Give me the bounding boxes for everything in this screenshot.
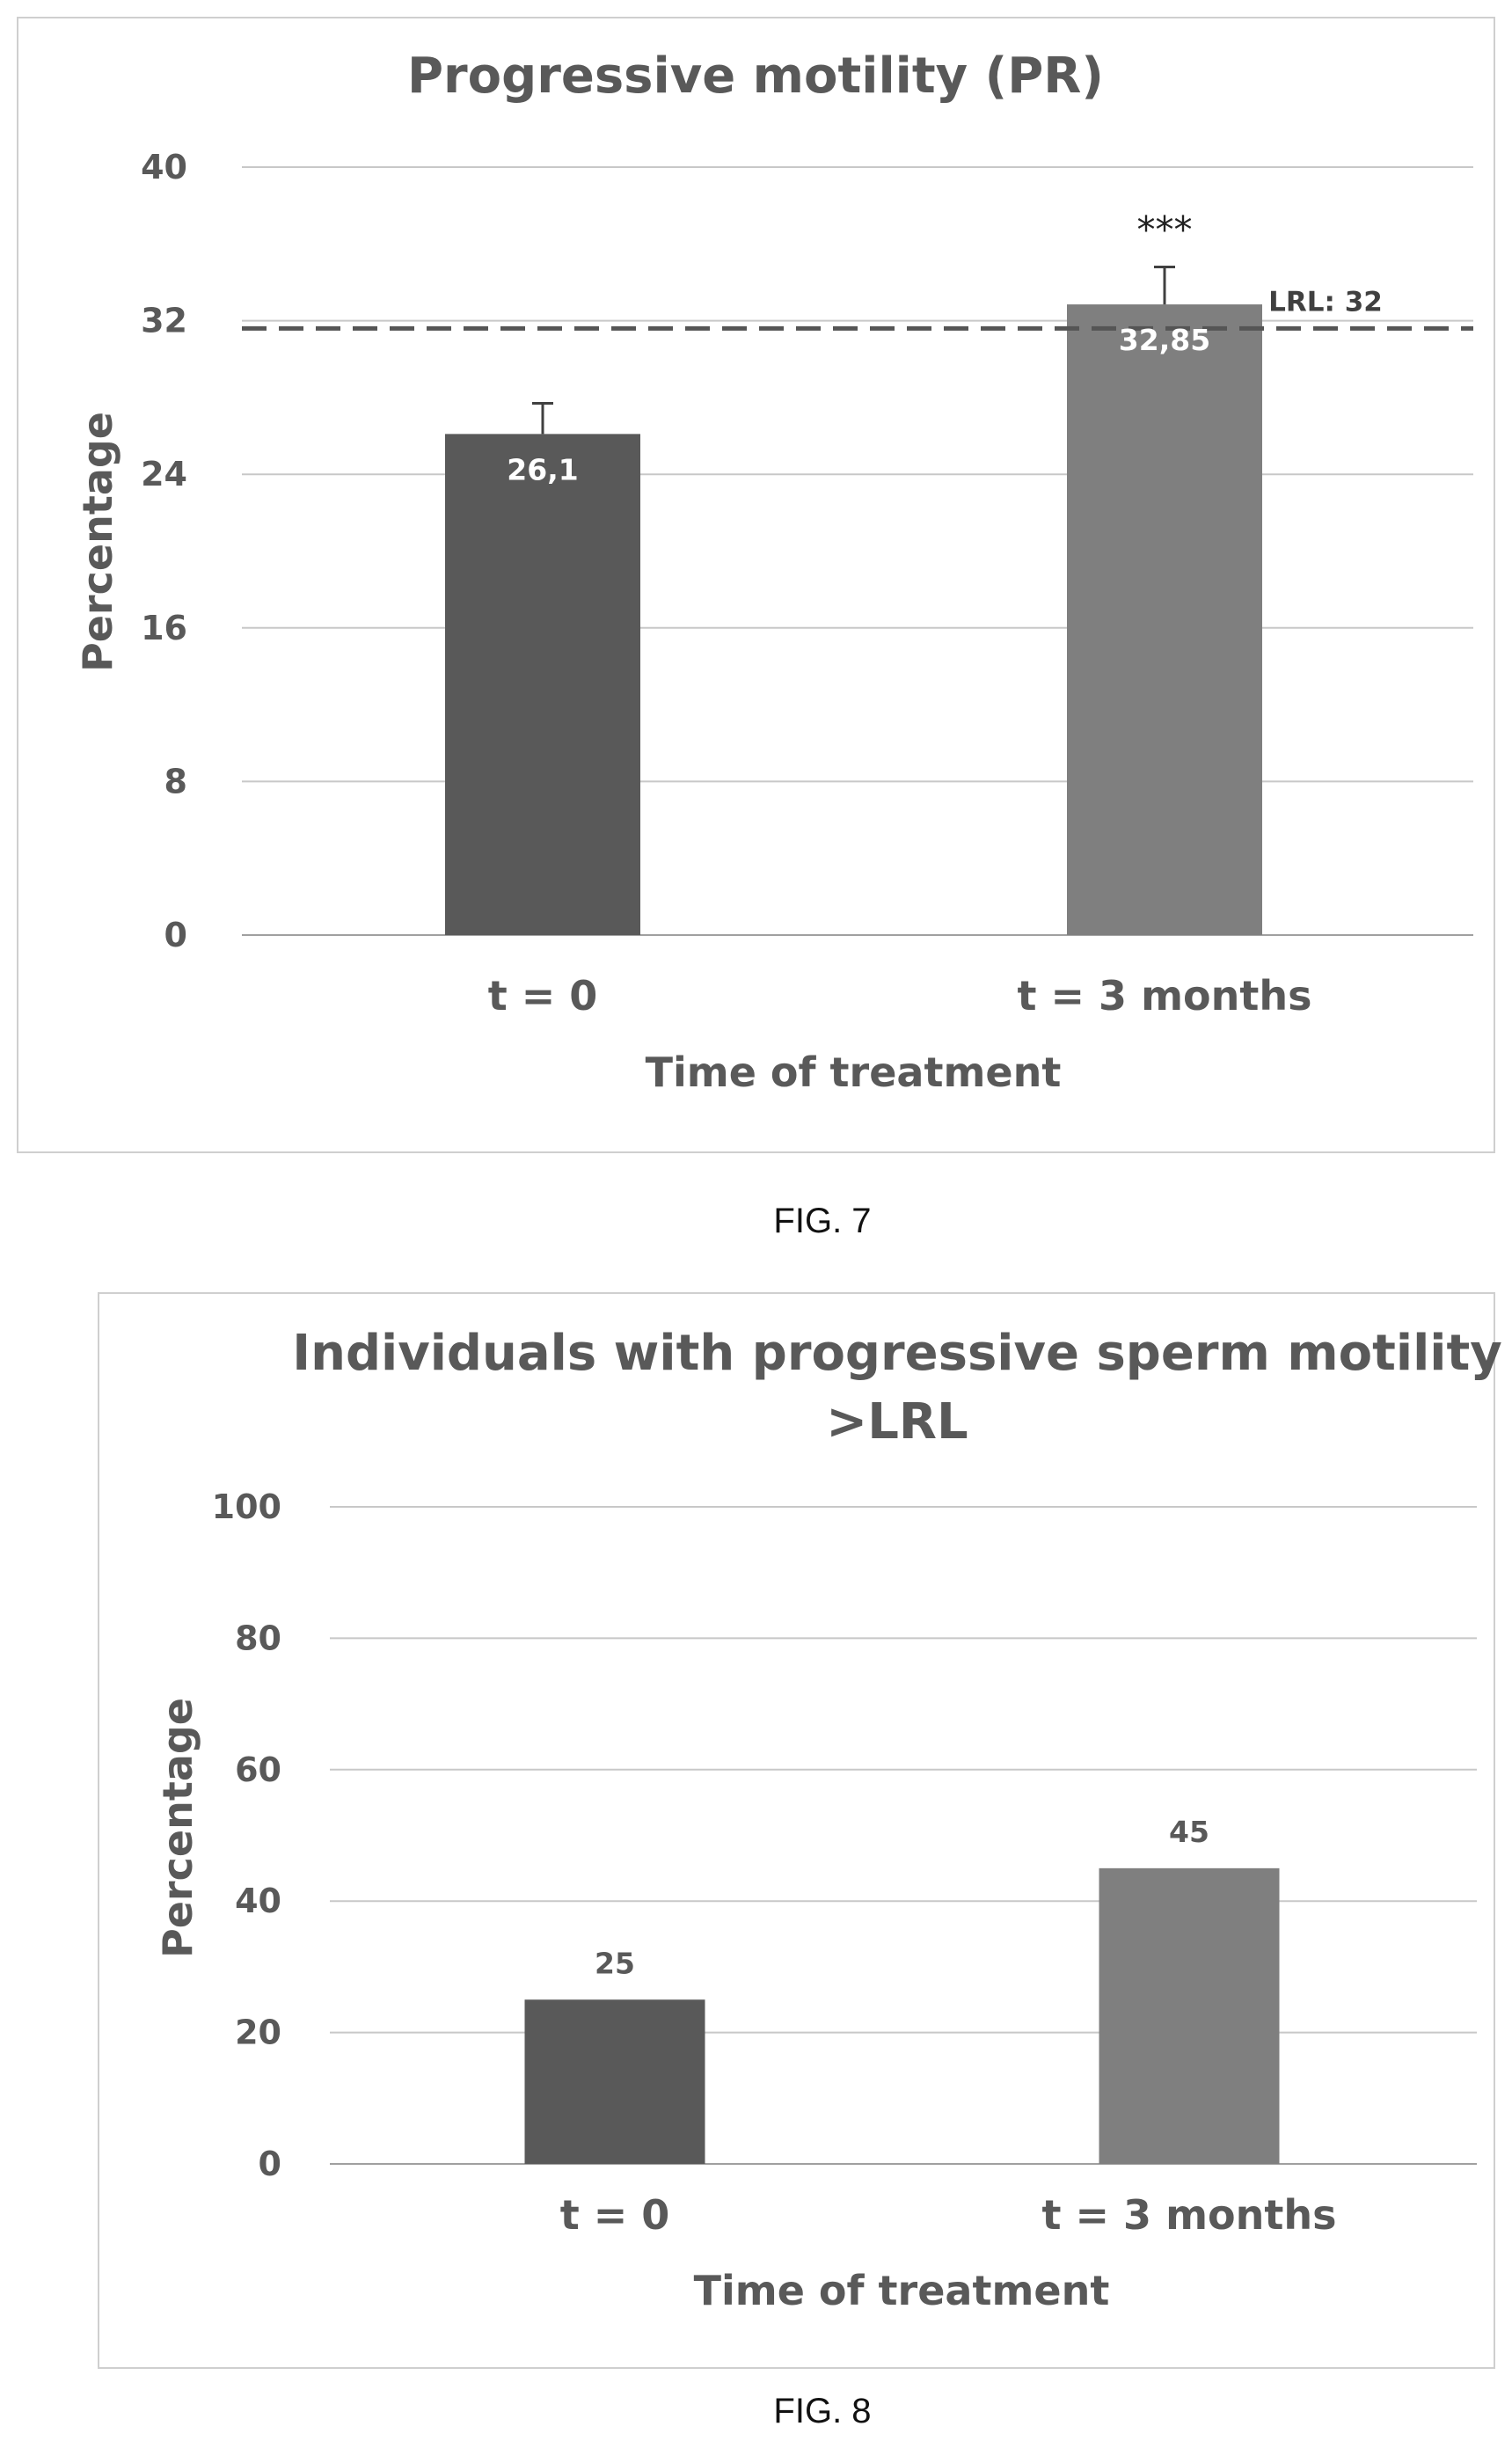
gridlines (242, 166, 1473, 936)
data-label: 26,1 (507, 452, 578, 486)
y-tick-label: 60 (235, 1750, 281, 1789)
y-tick-label: 8 (164, 762, 187, 800)
chart-title-line-2: >LRL (826, 1393, 968, 1451)
figure-caption: FIG. 8 (773, 2392, 871, 2430)
x-axis-label: Time of treatment (694, 2267, 1110, 2314)
significance-marker: *** (1137, 208, 1193, 251)
chart-border (17, 17, 1495, 1153)
figure-caption: FIG. 7 (773, 1202, 871, 1240)
gridlines (330, 1506, 1477, 2165)
data-labels: 26,1 32,85 (507, 323, 1210, 486)
y-tick-label: 32 (141, 302, 187, 340)
y-axis-label: Percentage (154, 1698, 201, 1958)
bar (1099, 1867, 1280, 2164)
y-axis-label: Percentage (74, 412, 121, 672)
data-labels: 25 45 (595, 1815, 1209, 1980)
x-tick-label: t = 3 months (1042, 2191, 1337, 2239)
chart-fig7: Progressive motility (PR) 0 8 16 24 32 40 LRL… (17, 17, 1495, 1240)
data-label: 32,85 (1119, 323, 1210, 357)
chart-border (98, 1292, 1495, 2369)
y-tick-label: 16 (141, 609, 187, 647)
y-tick-label: 80 (235, 1619, 281, 1657)
data-label: 25 (595, 1946, 635, 1980)
bar (524, 1999, 705, 2164)
reference-layer: LRL: 32 (242, 286, 1473, 331)
y-tick-labels: 0 20 40 60 80 100 (212, 1487, 281, 2183)
y-tick-label: 100 (212, 1487, 281, 1526)
x-tick-labels: t = 0 t = 3 months (488, 972, 1312, 1020)
lrl-reference-label: LRL: 32 (1268, 286, 1383, 318)
x-tick-label: t = 0 (488, 972, 598, 1020)
y-tick-label: 0 (259, 2145, 281, 2183)
bars (445, 304, 1262, 936)
chart-title-line-1: Individuals with progressive sperm motil… (292, 1325, 1502, 1382)
x-axis-label: Time of treatment (646, 1049, 1062, 1096)
y-tick-label: 0 (164, 916, 187, 954)
x-tick-label: t = 0 (560, 2191, 670, 2239)
x-tick-labels: t = 0 t = 3 months (560, 2191, 1337, 2239)
data-label: 45 (1169, 1815, 1209, 1849)
error-bars (532, 265, 1175, 435)
y-tick-label: 20 (235, 2013, 281, 2052)
y-tick-label: 24 (141, 455, 187, 493)
y-tick-labels: 0 8 16 24 32 40 (141, 148, 187, 954)
y-tick-label: 40 (141, 148, 187, 186)
bars (524, 1867, 1280, 2164)
chart-fig8: Individuals with progressive sperm motil… (98, 1292, 1502, 2430)
annotations: *** (1137, 208, 1193, 251)
y-tick-label: 40 (235, 1882, 281, 1920)
chart-title: Progressive motility (PR) (407, 48, 1104, 105)
bar (1067, 304, 1262, 936)
x-tick-label: t = 3 months (1018, 972, 1312, 1020)
bar (445, 434, 640, 935)
